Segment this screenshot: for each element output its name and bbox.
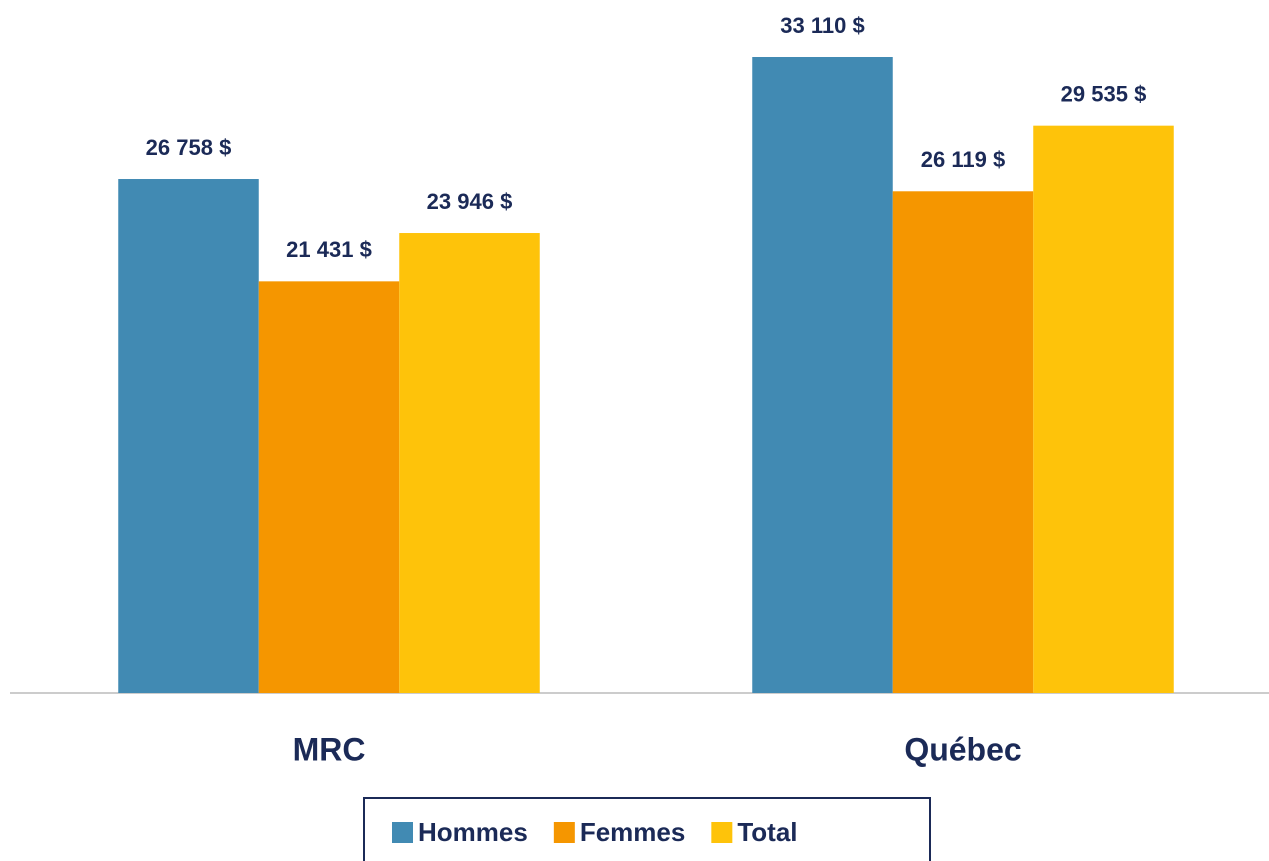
data-label: 26 758 $ — [146, 135, 232, 160]
data-label: 29 535 $ — [1061, 81, 1147, 106]
legend-label: Femmes — [580, 817, 686, 847]
data-label: 33 110 $ — [780, 13, 864, 38]
data-label: 26 119 $ — [921, 147, 1005, 172]
legend-label: Hommes — [418, 817, 528, 847]
legend-swatch — [392, 822, 413, 843]
x-tick-label: MRC — [293, 731, 366, 767]
bar — [118, 179, 259, 693]
bar — [258, 281, 400, 693]
data-label: 21 431 $ — [286, 237, 372, 262]
legend-label: Total — [737, 817, 797, 847]
bar — [399, 233, 540, 693]
bar — [752, 57, 893, 693]
legend-swatch — [711, 822, 733, 843]
x-tick-label: Québec — [904, 731, 1021, 767]
legend-swatch — [553, 822, 575, 843]
legend-box — [363, 797, 931, 861]
bar — [892, 191, 1034, 693]
data-label: 23 946 $ — [427, 189, 513, 214]
bar — [1033, 125, 1174, 694]
